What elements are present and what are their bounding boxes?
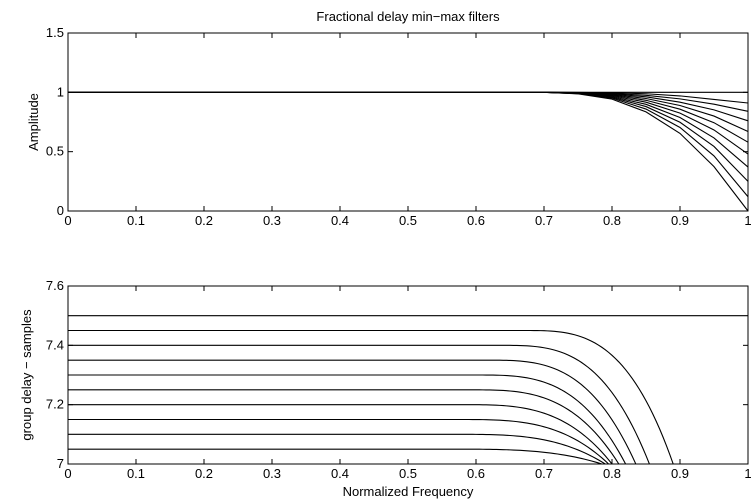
amplitude-x-tick-label: 0.4 bbox=[331, 213, 349, 228]
group-delay-x-tick-label: 0 bbox=[64, 466, 71, 481]
amplitude-y-tick-label: 1 bbox=[57, 84, 64, 99]
amplitude-panel: Fractional delay min−max filters Amplitu… bbox=[26, 9, 752, 228]
group-delay-x-tick-label: 0.4 bbox=[331, 466, 349, 481]
group-delay-curve-4 bbox=[68, 359, 748, 465]
group-delay-y-tick-label: 7.4 bbox=[46, 337, 64, 352]
amplitude-curve-9 bbox=[68, 91, 749, 182]
group-delay-x-tick-label: 0.7 bbox=[535, 466, 553, 481]
group-delay-axes: 0 0.1 0.2 0.3 0.4 0.5 0.6 0.7 0.8 0.9 1 7 7.2 7.4 7.6 bbox=[46, 278, 752, 481]
group-delay-y-tick-label: 7.6 bbox=[46, 278, 64, 293]
amplitude-x-tick-label: 0.2 bbox=[195, 213, 213, 228]
group-delay-plot-frame bbox=[67, 285, 749, 465]
amplitude-y-tick-label: 0.5 bbox=[46, 144, 64, 159]
chart-title: Fractional delay min−max filters bbox=[316, 9, 500, 24]
group-delay-x-tick-label: 0.3 bbox=[263, 466, 281, 481]
amplitude-y-tick-label: 0 bbox=[57, 203, 64, 218]
amplitude-x-tick-label: 0.5 bbox=[399, 213, 417, 228]
amplitude-curve-10 bbox=[68, 91, 749, 198]
group-delay-curve-3 bbox=[68, 344, 748, 465]
group-delay-x-tick-label: 0.9 bbox=[671, 466, 689, 481]
amplitude-x-tick-label: 0.3 bbox=[263, 213, 281, 228]
amplitude-curve-7 bbox=[68, 91, 749, 155]
group-delay-curves bbox=[68, 315, 748, 465]
amplitude-y-tick-label: 1.5 bbox=[46, 25, 64, 40]
group-delay-x-tick-label: 1 bbox=[744, 466, 751, 481]
amplitude-plot-frame bbox=[67, 32, 749, 212]
group-delay-curve-8 bbox=[68, 418, 748, 465]
amplitude-curve-8 bbox=[68, 91, 749, 168]
amplitude-x-tick-label: 0.9 bbox=[671, 213, 689, 228]
group-delay-y-tick-label: 7 bbox=[57, 456, 64, 471]
amplitude-curves bbox=[68, 91, 749, 212]
amplitude-curve-6 bbox=[68, 91, 749, 143]
y-axis-label-amplitude: Amplitude bbox=[26, 93, 41, 151]
amplitude-x-tick-label: 0.7 bbox=[535, 213, 553, 228]
amplitude-curve-11 bbox=[68, 91, 749, 212]
amplitude-x-tick-label: 0.6 bbox=[467, 213, 485, 228]
amplitude-x-tick-label: 0.8 bbox=[603, 213, 621, 228]
amplitude-x-tick-label: 1 bbox=[744, 213, 751, 228]
amplitude-curve-2 bbox=[68, 91, 749, 104]
amplitude-x-tick-label: 0.1 bbox=[127, 213, 145, 228]
group-delay-x-tick-label: 0.8 bbox=[603, 466, 621, 481]
amplitude-x-tick-label: 0 bbox=[64, 213, 71, 228]
group-delay-x-tick-label: 0.1 bbox=[127, 466, 145, 481]
group-delay-curve-2 bbox=[68, 329, 748, 465]
group-delay-panel: group delay − samples Normalized Frequen… bbox=[19, 278, 752, 499]
y-axis-label-group-delay: group delay − samples bbox=[19, 309, 34, 441]
group-delay-x-tick-label: 0.5 bbox=[399, 466, 417, 481]
group-delay-y-tick-label: 7.2 bbox=[46, 397, 64, 412]
x-axis-label: Normalized Frequency bbox=[343, 484, 474, 499]
amplitude-axes: 0 0.1 0.2 0.3 0.4 0.5 0.6 0.7 0.8 0.9 1 0 0.5 1 1.5 bbox=[46, 25, 752, 228]
group-delay-x-tick-label: 0.6 bbox=[467, 466, 485, 481]
group-delay-x-tick-label: 0.2 bbox=[195, 466, 213, 481]
